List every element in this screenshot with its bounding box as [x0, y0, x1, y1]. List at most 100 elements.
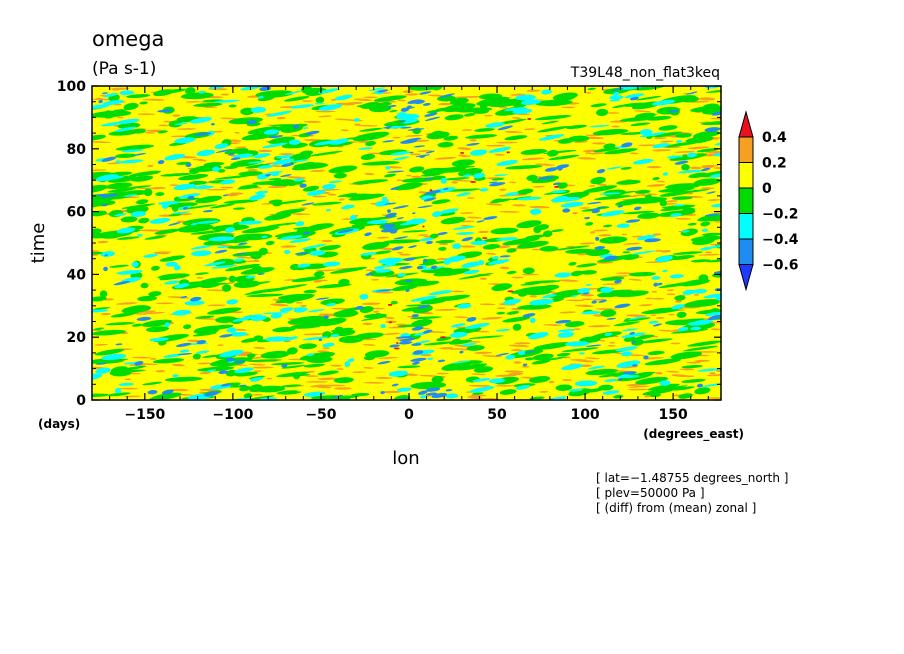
field-cell	[533, 342, 571, 350]
field-cell	[457, 303, 472, 309]
field-cell	[142, 98, 165, 101]
field-cell	[119, 90, 135, 96]
field-cell	[665, 200, 679, 203]
field-cell	[438, 246, 447, 251]
field-cell	[116, 227, 136, 234]
field-cell	[317, 370, 339, 376]
field-cell	[235, 371, 258, 377]
field-cell	[390, 186, 400, 191]
field-cell	[703, 293, 721, 299]
x-tick-label: 150	[659, 407, 688, 423]
field-cell	[198, 282, 228, 286]
field-cell	[334, 94, 353, 101]
field-cell	[383, 262, 396, 267]
field-cell	[449, 331, 468, 338]
field-cell	[700, 120, 721, 126]
field-cell	[595, 308, 618, 310]
field-cell	[681, 230, 690, 233]
field-cell	[576, 263, 598, 268]
field-cell	[554, 185, 559, 188]
field-cell	[115, 153, 137, 158]
field-cell	[196, 362, 212, 365]
field-cell	[626, 246, 643, 251]
field-cell	[565, 124, 587, 130]
field-cell	[402, 118, 419, 124]
field-cell	[312, 280, 323, 283]
field-cell	[410, 357, 427, 362]
field-cell	[431, 130, 444, 137]
field-cell	[252, 393, 263, 396]
field-cell	[234, 360, 246, 364]
field-cell	[412, 212, 416, 215]
field-cell	[289, 104, 315, 109]
field-cell	[511, 286, 550, 294]
field-cell	[543, 149, 577, 154]
field-cell	[512, 323, 522, 331]
field-cell	[172, 309, 192, 316]
field-cell	[184, 87, 196, 95]
field-cell	[542, 230, 553, 238]
field-cell	[531, 178, 557, 184]
field-cell	[635, 95, 662, 101]
field-cell	[106, 182, 133, 189]
field-cell	[511, 276, 524, 279]
field-cell	[690, 259, 711, 263]
field-cell	[516, 196, 542, 201]
field-cell	[424, 177, 433, 180]
field-cell	[191, 250, 212, 257]
field-cell	[440, 177, 447, 184]
field-cell	[196, 340, 207, 345]
field-cell	[492, 98, 526, 106]
field-cell	[543, 324, 563, 326]
field-cell	[411, 314, 419, 318]
field-cell	[161, 389, 174, 395]
field-cell	[606, 317, 617, 320]
field-cell	[384, 173, 397, 178]
field-cell	[157, 201, 180, 205]
field-cell	[604, 332, 613, 336]
field-cell	[405, 279, 413, 283]
field-cell	[702, 105, 721, 115]
field-cell	[522, 313, 536, 318]
x-tick-label: 0	[404, 407, 414, 423]
field-cell	[353, 98, 373, 101]
field-cell	[515, 94, 536, 101]
field-cell	[534, 115, 572, 121]
field-cell	[136, 113, 156, 115]
field-cell	[687, 222, 697, 226]
field-cell	[297, 263, 311, 268]
field-cell	[621, 332, 646, 338]
field-cell	[485, 252, 497, 255]
field-cell	[174, 137, 196, 144]
field-cell	[705, 89, 721, 93]
field-cell	[391, 246, 404, 251]
field-cell	[537, 125, 570, 133]
field-cell	[301, 243, 327, 250]
colorbar-segment	[738, 162, 754, 189]
field-cell	[617, 205, 624, 208]
field-cell	[431, 375, 444, 384]
field-cell	[644, 358, 682, 366]
field-cell	[622, 371, 637, 375]
field-cell	[637, 272, 652, 276]
field-cell	[92, 307, 111, 310]
field-cell	[709, 173, 721, 178]
field-cell	[454, 363, 487, 371]
field-cell	[395, 336, 413, 339]
field-cell	[143, 253, 158, 258]
field-cell	[628, 316, 645, 320]
field-cell	[564, 321, 585, 328]
colorbar-label: 0.2	[762, 156, 787, 172]
field-cell	[289, 213, 311, 215]
field-cell	[264, 213, 292, 221]
field-cell	[192, 158, 204, 161]
y-tick-label: 80	[67, 142, 87, 158]
field-cell	[593, 195, 632, 201]
field-cell	[431, 211, 443, 218]
field-cell	[115, 343, 123, 346]
field-cell	[281, 162, 294, 167]
field-cell	[174, 283, 190, 289]
field-cell	[404, 134, 424, 137]
field-cell	[365, 140, 377, 147]
field-cell	[630, 96, 639, 101]
